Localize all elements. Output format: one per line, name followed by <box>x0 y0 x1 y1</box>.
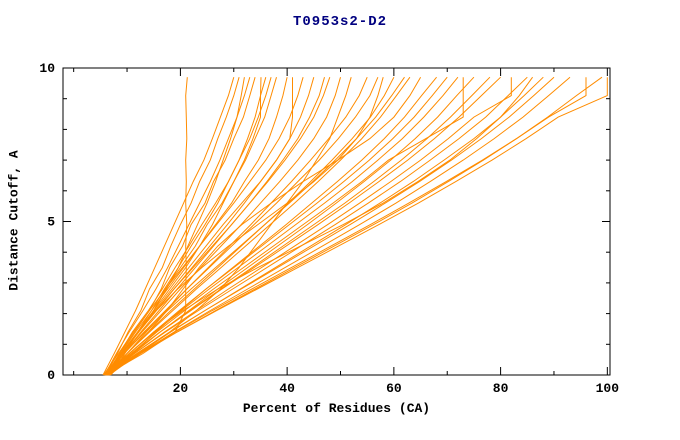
model-curve <box>103 77 304 376</box>
model-curve <box>106 76 411 376</box>
model-curve <box>109 76 544 376</box>
model-curve <box>102 77 235 376</box>
y-tick-label: 5 <box>47 215 55 230</box>
x-tick-label: 80 <box>493 381 509 396</box>
chart-title: T0953s2-D2 <box>292 14 387 30</box>
model-curve <box>105 77 379 376</box>
x-tick-label: 40 <box>279 381 295 396</box>
x-tick-label: 100 <box>596 381 620 396</box>
model-curve <box>106 77 256 376</box>
y-tick-label: 0 <box>47 368 55 383</box>
model-curve <box>105 77 240 376</box>
x-axis-label: Percent of Residues (CA) <box>242 401 431 416</box>
model-curve <box>109 77 368 376</box>
model-curve <box>105 77 315 376</box>
model-curve <box>108 76 571 376</box>
model-curve <box>107 77 384 376</box>
model-curve <box>105 77 288 376</box>
model-curve <box>104 76 501 376</box>
model-curve <box>107 76 603 376</box>
model-curve <box>105 76 528 376</box>
model-curve <box>105 76 422 376</box>
model-curve <box>105 77 352 376</box>
x-tick-label: 60 <box>386 381 402 396</box>
model-curve <box>108 76 534 376</box>
model-curve <box>106 76 448 376</box>
model-curve <box>105 76 555 376</box>
model-curve <box>110 77 267 376</box>
model-curve <box>103 76 405 376</box>
model-curve <box>104 77 251 376</box>
model-curve <box>105 77 272 376</box>
model-curve <box>104 77 608 376</box>
model-curve <box>107 77 512 376</box>
model-curve <box>105 77 587 376</box>
y-tick-label: 10 <box>39 61 55 76</box>
x-tick-label: 20 <box>173 381 189 396</box>
